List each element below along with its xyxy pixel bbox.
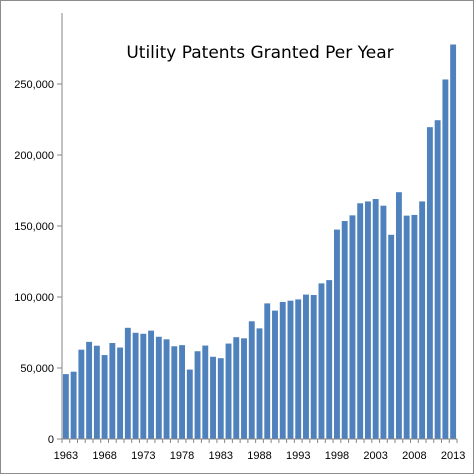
x-axis: 1963 1968 1973 1978 1983 1988 1993 1998 2003 2008… [54, 438, 465, 462]
x-tick-label: 1968 [92, 450, 116, 462]
bar-1963 [62, 374, 69, 439]
bar-2006 [395, 192, 402, 439]
y-tick-label: 50,000 [20, 363, 54, 375]
bar-1966 [86, 341, 93, 439]
y-axis: 0 50,000 100,000 150,000 200,000 250,000 [14, 13, 63, 446]
bar-2008 [411, 214, 418, 439]
bar-1992 [287, 300, 294, 439]
bar-1995 [310, 295, 317, 439]
bar-1988 [256, 328, 263, 439]
bar-1974 [148, 330, 155, 439]
bar-1971 [124, 327, 131, 439]
bar-2000 [349, 215, 356, 439]
x-tick-label: 2008 [402, 450, 426, 462]
bar-1999 [341, 221, 348, 439]
bars-group [62, 44, 457, 440]
bar-2007 [403, 215, 410, 439]
bar-1973 [140, 333, 147, 439]
x-tick-label: 1993 [286, 450, 310, 462]
bar-1967 [93, 345, 100, 439]
bar-2012 [442, 79, 449, 440]
bar-2005 [388, 234, 395, 439]
x-tick-label: 1983 [209, 450, 233, 462]
bar-1977 [171, 346, 178, 439]
bar-1991 [279, 301, 286, 439]
y-tick-label: 200,000 [14, 150, 54, 162]
y-tick-label: 250,000 [14, 79, 54, 91]
x-tick-label: 2003 [363, 450, 387, 462]
bar-1984 [225, 343, 232, 439]
bar-1964 [70, 371, 77, 439]
chart-title: Utility Patents Granted Per Year [126, 43, 393, 63]
bar-1987 [248, 321, 255, 439]
bar-1979 [186, 369, 193, 439]
bar-1970 [117, 347, 124, 439]
bar-2004 [380, 205, 387, 439]
bar-1983 [217, 358, 224, 439]
bar-2009 [419, 201, 426, 439]
bar-2002 [364, 201, 371, 439]
bar-2011 [434, 120, 441, 440]
bar-1994 [303, 294, 309, 439]
x-tick-label: 1978 [170, 450, 194, 462]
x-tick-label: 1998 [325, 450, 349, 462]
bar-1989 [264, 303, 271, 439]
bar-1968 [101, 355, 108, 439]
bar-1980 [194, 351, 201, 439]
bar-1993 [295, 299, 302, 439]
bar-1996 [318, 283, 325, 439]
x-tick-label: 2013 [441, 450, 465, 462]
bar-1981 [202, 345, 209, 439]
y-tick-label: 100,000 [14, 292, 54, 304]
x-tick-label: 1973 [131, 450, 155, 462]
bar-1998 [334, 229, 340, 439]
bar-2013 [450, 44, 457, 440]
bar-1985 [233, 337, 240, 439]
bar-2001 [357, 203, 364, 439]
bar-1972 [132, 332, 139, 439]
bar-1965 [78, 349, 85, 439]
bar-1990 [272, 310, 278, 439]
bar-2003 [372, 199, 379, 439]
bar-1997 [326, 280, 333, 439]
x-tick-label: 1988 [247, 450, 271, 462]
y-tick-label: 150,000 [14, 221, 54, 233]
bar-2010 [426, 127, 433, 440]
x-tick-label: 1963 [54, 450, 78, 462]
bar-1986 [241, 338, 247, 439]
bar-1975 [155, 336, 162, 439]
bar-1969 [109, 343, 116, 439]
bar-1982 [210, 356, 216, 439]
bar-1978 [179, 345, 185, 439]
bar-1976 [163, 339, 170, 439]
y-tick-label: 0 [48, 434, 54, 446]
